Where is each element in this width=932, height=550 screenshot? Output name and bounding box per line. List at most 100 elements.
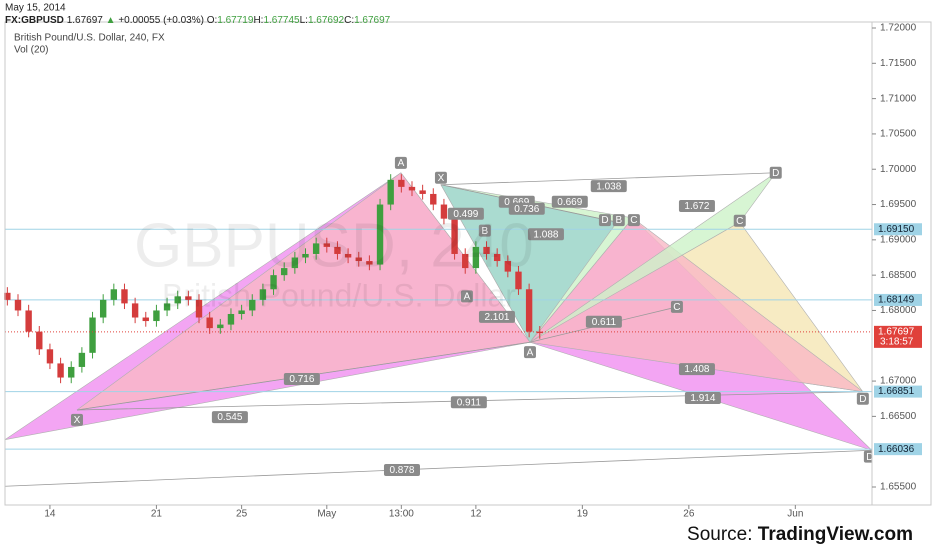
candle-body bbox=[493, 253, 501, 262]
candle-body bbox=[462, 253, 469, 269]
annotation-label: A bbox=[398, 158, 405, 169]
annotation-box bbox=[678, 199, 715, 212]
watermark-name: British Pound/U.S. Dollar bbox=[162, 277, 516, 313]
annotation-box bbox=[283, 372, 320, 385]
candle-body bbox=[408, 186, 416, 191]
x-tick-label: 19 bbox=[577, 509, 589, 520]
y-tick-label: 1.68000 bbox=[880, 305, 917, 316]
annotation-box bbox=[856, 392, 869, 405]
annotation-label: 0.611 bbox=[592, 317, 617, 328]
candle-body bbox=[525, 289, 533, 332]
arrow: ▲ bbox=[106, 15, 116, 26]
annotation-box bbox=[508, 202, 545, 215]
annotation-label: 0.669 bbox=[557, 197, 582, 208]
y-tick-label: 1.71000 bbox=[880, 93, 917, 104]
annotation-label: C bbox=[630, 215, 637, 226]
annotation-box bbox=[612, 214, 625, 227]
candle-body bbox=[281, 268, 288, 276]
annotation-label: D bbox=[866, 452, 873, 463]
x-tick-label: 13:00 bbox=[389, 509, 414, 520]
source-prefix: Source: bbox=[687, 524, 752, 545]
candle-body bbox=[217, 324, 224, 329]
ohlc-value: 1.67719 bbox=[217, 15, 254, 26]
change: +0.00055 (+0.03%) bbox=[118, 15, 204, 26]
source: Source: TradingView.com bbox=[687, 524, 913, 545]
annotation-box bbox=[684, 392, 721, 405]
level-label: 1.66036 bbox=[878, 444, 915, 455]
volume-legend: Vol (20) bbox=[14, 45, 48, 56]
candle-body bbox=[142, 317, 149, 322]
x-tick-label: 25 bbox=[236, 509, 248, 520]
annotation-label: 0.545 bbox=[217, 412, 242, 423]
annotation-box bbox=[434, 171, 447, 184]
annotation-label: 0.911 bbox=[457, 397, 482, 408]
annotation-box bbox=[670, 300, 683, 313]
candle-body bbox=[78, 352, 86, 367]
candle-body bbox=[440, 204, 448, 219]
y-tick-label: 1.71500 bbox=[880, 58, 917, 69]
annotation-box bbox=[70, 413, 83, 426]
annotation-box bbox=[598, 214, 611, 227]
candle-body bbox=[36, 331, 43, 350]
candle-body bbox=[472, 246, 480, 269]
annotation-label: 0.878 bbox=[389, 465, 414, 476]
candle-body bbox=[174, 296, 181, 304]
candle-body bbox=[110, 289, 118, 300]
candle-body bbox=[153, 310, 160, 322]
level-label: 1.66851 bbox=[878, 386, 915, 397]
annotation-box bbox=[478, 224, 491, 237]
candle-body bbox=[68, 366, 75, 378]
ohlc-key: O: bbox=[207, 15, 218, 26]
candle-body bbox=[25, 310, 32, 332]
y-tick-label: 1.67000 bbox=[880, 376, 917, 387]
candle-body bbox=[323, 243, 330, 247]
level-label-box bbox=[874, 223, 922, 236]
level-label-box bbox=[874, 443, 922, 456]
ohlc-key: L: bbox=[300, 15, 308, 26]
annotation-label: 1.408 bbox=[684, 364, 709, 375]
level-label-box bbox=[874, 293, 922, 306]
annotation-box bbox=[460, 290, 473, 303]
legend: British Pound/U.S. Dollar, 240, FX bbox=[14, 33, 165, 44]
symbol: FX:GBPUSD bbox=[5, 15, 64, 26]
y-tick-label: 1.69000 bbox=[880, 234, 917, 245]
candle-body bbox=[419, 190, 426, 194]
annotation-label: 1.038 bbox=[596, 181, 621, 192]
x-tick-label: 12 bbox=[470, 509, 482, 520]
annotation-label: 1.672 bbox=[684, 201, 709, 212]
candle-body bbox=[344, 253, 352, 258]
candle-body bbox=[312, 243, 320, 254]
annotation-label: D bbox=[601, 215, 608, 226]
price-axis bbox=[871, 21, 932, 506]
ohlc-value: 1.67745 bbox=[263, 15, 300, 26]
annotation-box bbox=[523, 346, 536, 359]
candle-body bbox=[355, 257, 362, 262]
y-tick-label: 1.69500 bbox=[880, 199, 917, 210]
annotation-box bbox=[450, 396, 487, 409]
candle-body bbox=[89, 317, 96, 353]
annotation-label: 2.101 bbox=[484, 312, 509, 323]
ohlc-key: H: bbox=[253, 15, 263, 26]
candle-body bbox=[227, 313, 235, 325]
current-price-box bbox=[874, 325, 922, 348]
annotation-box bbox=[678, 363, 715, 376]
candle-body bbox=[334, 246, 341, 254]
candle-body bbox=[366, 261, 373, 265]
candle-body bbox=[270, 275, 277, 290]
candle-body bbox=[291, 257, 299, 269]
x-tick-label: Jun bbox=[787, 509, 803, 520]
annotation-box bbox=[627, 214, 640, 227]
candle-body bbox=[430, 193, 437, 205]
candle-body bbox=[259, 289, 267, 300]
candle-body bbox=[163, 303, 171, 311]
annotation-label: A bbox=[527, 347, 534, 358]
quote-line: FX:GBPUSD 1.67697 ▲ +0.00055 (+0.03%) O:… bbox=[5, 15, 391, 26]
source-brand: TradingView.com bbox=[758, 524, 913, 545]
date: May 15, 2014 bbox=[5, 3, 66, 14]
annotation-label: 1.088 bbox=[533, 229, 558, 240]
ohlc-key: C: bbox=[344, 15, 354, 26]
annotation-label: C bbox=[673, 302, 680, 313]
annotation-box bbox=[585, 315, 622, 328]
annotation-box bbox=[551, 195, 588, 208]
